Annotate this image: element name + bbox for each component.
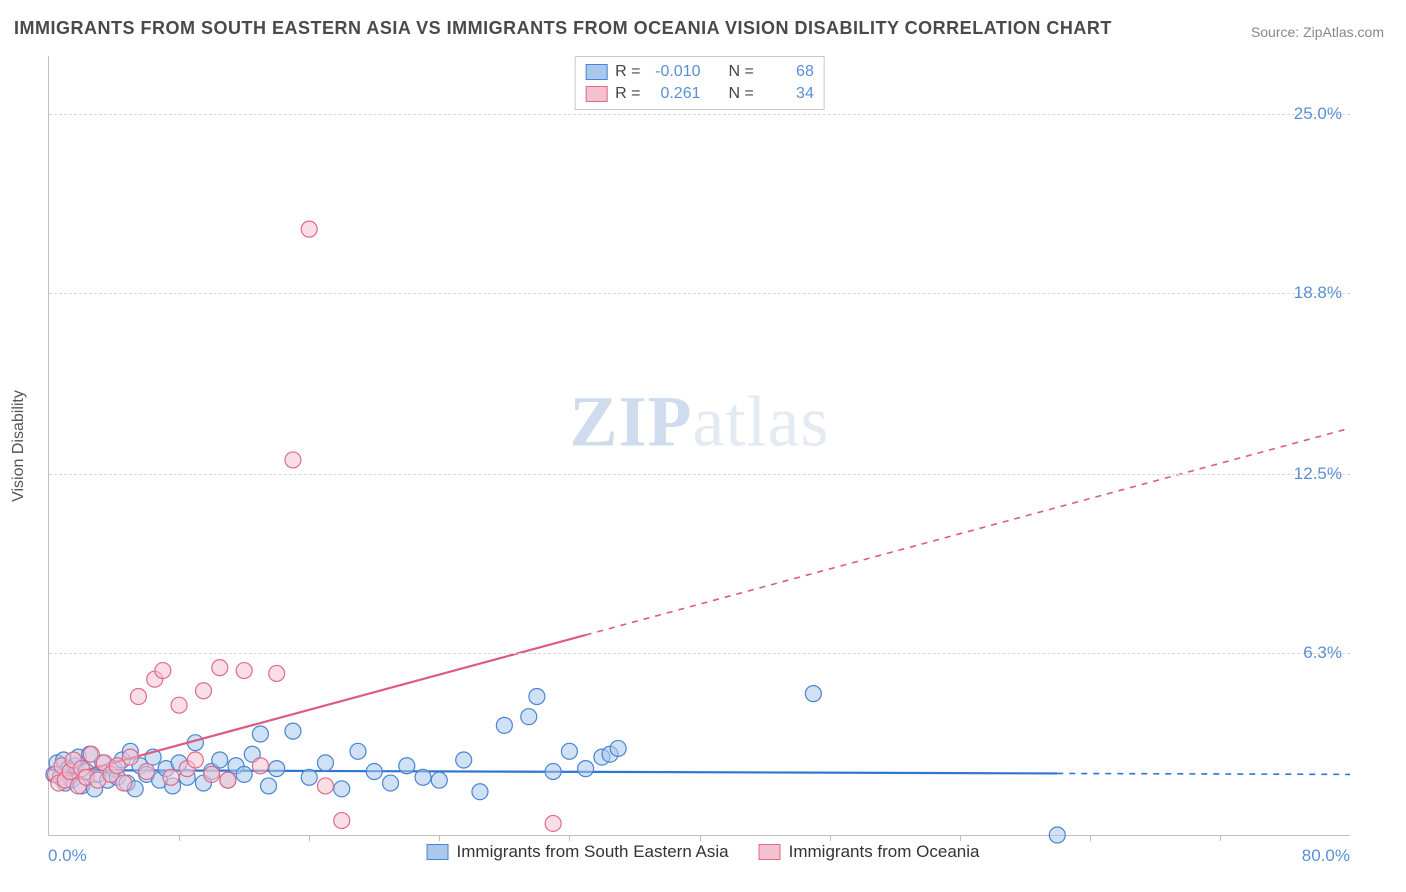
data-point-oce — [285, 452, 301, 468]
legend-bottom-item-oce: Immigrants from Oceania — [759, 842, 980, 862]
data-point-oce — [130, 689, 146, 705]
trend-line-dashed-sea — [1057, 773, 1350, 774]
data-point-oce — [187, 752, 203, 768]
data-point-sea — [431, 772, 447, 788]
data-point-oce — [212, 660, 228, 676]
data-point-sea — [236, 766, 252, 782]
legend-n-value-sea: 68 — [762, 61, 814, 83]
legend-swatch-oce — [759, 844, 781, 860]
data-point-oce — [122, 749, 138, 765]
legend-bottom: Immigrants from South Eastern Asia Immigr… — [427, 842, 980, 862]
trend-line-dashed-oce — [586, 428, 1350, 635]
data-point-oce — [163, 769, 179, 785]
legend-r-value-oce: 0.261 — [649, 83, 701, 105]
source-label: Source: ZipAtlas.com — [1251, 24, 1384, 40]
data-point-sea — [529, 689, 545, 705]
data-point-sea — [545, 764, 561, 780]
legend-series-name-sea: Immigrants from South Eastern Asia — [457, 842, 729, 862]
legend-r-label: R = — [615, 83, 640, 105]
data-point-sea — [366, 764, 382, 780]
data-point-oce — [171, 697, 187, 713]
x-tick-mark — [1090, 835, 1091, 841]
legend-bottom-item-sea: Immigrants from South Eastern Asia — [427, 842, 729, 862]
data-point-oce — [252, 758, 268, 774]
y-tick-label: 25.0% — [1294, 104, 1342, 124]
legend-top: R = -0.010 N = 68 R = 0.261 N = 34 — [574, 56, 825, 110]
data-point-oce — [317, 778, 333, 794]
data-point-sea — [805, 686, 821, 702]
legend-top-row-sea: R = -0.010 N = 68 — [585, 61, 814, 83]
data-point-oce — [220, 772, 236, 788]
x-tick-mark — [960, 835, 961, 841]
data-point-sea — [399, 758, 415, 774]
x-axis-max-label: 80.0% — [1302, 846, 1350, 866]
legend-series-name-oce: Immigrants from Oceania — [789, 842, 980, 862]
legend-swatch-sea — [427, 844, 449, 860]
x-tick-mark — [1220, 835, 1221, 841]
data-point-sea — [301, 769, 317, 785]
data-point-oce — [301, 221, 317, 237]
y-axis-label: Vision Disability — [10, 390, 28, 502]
legend-r-value-sea: -0.010 — [649, 61, 701, 83]
y-tick-label: 18.8% — [1294, 283, 1342, 303]
data-point-sea — [610, 740, 626, 756]
legend-r-label: R = — [615, 61, 640, 83]
x-tick-mark — [309, 835, 310, 841]
data-point-oce — [139, 764, 155, 780]
data-point-sea — [383, 775, 399, 791]
data-point-oce — [204, 766, 220, 782]
data-point-sea — [212, 752, 228, 768]
data-point-sea — [350, 743, 366, 759]
data-point-oce — [334, 813, 350, 829]
data-point-oce — [545, 815, 561, 831]
data-point-sea — [261, 778, 277, 794]
x-tick-mark — [830, 835, 831, 841]
data-point-sea — [269, 761, 285, 777]
data-point-oce — [116, 775, 132, 791]
data-point-oce — [195, 683, 211, 699]
data-point-sea — [334, 781, 350, 797]
x-tick-mark — [700, 835, 701, 841]
legend-n-label: N = — [729, 83, 754, 105]
legend-top-row-oce: R = 0.261 N = 34 — [585, 83, 814, 105]
data-point-sea — [578, 761, 594, 777]
data-point-sea — [456, 752, 472, 768]
data-point-sea — [1049, 827, 1065, 843]
chart-plot-area: ZIPatlas R =-0.010N =68R =0.261N =34 6.3… — [48, 56, 1350, 836]
legend-swatch-oce — [585, 86, 607, 102]
data-point-oce — [269, 665, 285, 681]
data-point-oce — [236, 663, 252, 679]
data-point-sea — [521, 709, 537, 725]
data-point-sea — [317, 755, 333, 771]
y-tick-label: 6.3% — [1303, 643, 1342, 663]
legend-swatch-sea — [585, 64, 607, 80]
data-point-sea — [285, 723, 301, 739]
chart-title: IMMIGRANTS FROM SOUTH EASTERN ASIA VS IM… — [14, 18, 1112, 39]
data-point-oce — [155, 663, 171, 679]
data-point-sea — [496, 717, 512, 733]
gridline — [49, 293, 1350, 294]
legend-n-value-oce: 34 — [762, 83, 814, 105]
gridline — [49, 474, 1350, 475]
x-tick-mark — [569, 835, 570, 841]
chart-svg — [49, 56, 1350, 835]
data-point-sea — [472, 784, 488, 800]
data-point-sea — [415, 769, 431, 785]
x-axis-min-label: 0.0% — [48, 846, 87, 866]
x-tick-mark — [179, 835, 180, 841]
y-tick-label: 12.5% — [1294, 464, 1342, 484]
legend-n-label: N = — [729, 61, 754, 83]
data-point-sea — [561, 743, 577, 759]
data-point-sea — [252, 726, 268, 742]
x-tick-mark — [439, 835, 440, 841]
gridline — [49, 114, 1350, 115]
gridline — [49, 653, 1350, 654]
